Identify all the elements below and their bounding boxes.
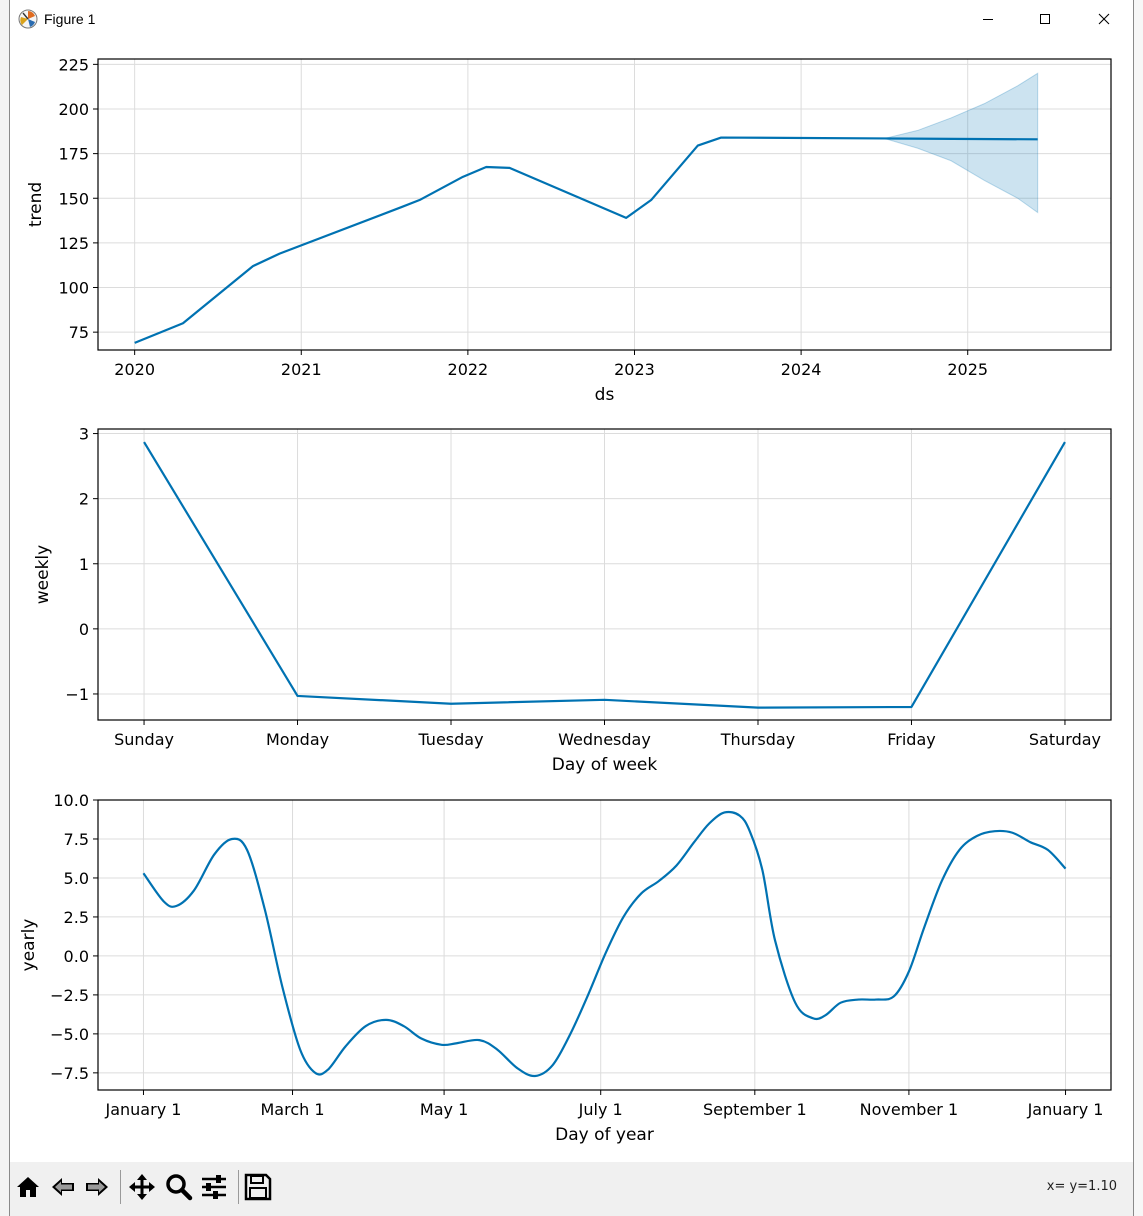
y-tick-label: 100: [58, 279, 89, 298]
maximize-icon: [1040, 14, 1050, 24]
y-tick-label: 150: [58, 189, 89, 208]
x-tick-label: July 1: [578, 1100, 623, 1119]
title-bar: Figure 1: [10, 0, 1133, 38]
x-tick-label: January 1: [1027, 1100, 1104, 1119]
x-tick-label: Wednesday: [558, 730, 651, 749]
window-title: Figure 1: [44, 11, 96, 27]
x-axis-label: ds: [595, 385, 615, 405]
figure-window: Figure 1 2020 2021 2022 2023 2024 2025 75 100 12…: [9, 0, 1134, 1216]
x-tick-label: Sunday: [114, 730, 174, 749]
y-axis-label: yearly: [19, 919, 39, 972]
y-tick-label: −1: [65, 685, 89, 704]
toolbar-separator: [120, 1170, 121, 1204]
x-tick-label: January 1: [105, 1100, 182, 1119]
y-tick-label: 10.0: [53, 791, 89, 810]
x-tick-label: 2020: [114, 360, 155, 379]
axes-frame: [97, 799, 1112, 1091]
y-tick-label: 175: [58, 145, 89, 164]
x-tick-label: May 1: [420, 1100, 468, 1119]
toolbar-separator: [238, 1170, 239, 1204]
uncertainty-band: [882, 72, 1039, 214]
y-tick-label: −7.5: [50, 1064, 89, 1083]
y-tick-label: 3: [79, 425, 89, 444]
configure-subplots-button[interactable]: [198, 1172, 230, 1202]
series-line-yearly: [142, 810, 1067, 1078]
save-icon: [244, 1173, 272, 1201]
configure-subplots-icon: [202, 1175, 226, 1199]
y-axis-label: trend: [26, 182, 46, 227]
y-tick-label: 2: [79, 490, 89, 509]
x-tick-label: November 1: [860, 1100, 959, 1119]
forward-icon: [86, 1178, 108, 1196]
x-tick-label: 2025: [947, 360, 988, 379]
save-button[interactable]: [242, 1172, 274, 1202]
series-line-trend: [134, 136, 1038, 344]
home-button[interactable]: [12, 1172, 44, 1202]
y-tick-label: −2.5: [50, 986, 89, 1005]
y-tick-label: 5.0: [64, 869, 89, 888]
y-tick-label: 0: [79, 620, 89, 639]
x-axis-label: Day of year: [555, 1125, 654, 1145]
x-tick-label: Monday: [266, 730, 329, 749]
y-tick-label: 225: [58, 55, 89, 74]
x-tick-label: March 1: [260, 1100, 324, 1119]
cursor-coordinates: x= y=1.10: [1046, 1179, 1117, 1194]
minimize-icon: [983, 19, 993, 20]
back-icon: [52, 1178, 74, 1196]
figure-canvas[interactable]: 2020 2021 2022 2023 2024 20257510012515017520…: [10, 38, 1133, 1162]
y-tick-label: 75: [69, 323, 89, 342]
zoom-button[interactable]: [163, 1172, 195, 1202]
forward-button[interactable]: [81, 1172, 113, 1202]
zoom-icon: [166, 1174, 193, 1201]
subplot-trend: [93, 58, 1112, 355]
series-line-weekly: [143, 441, 1066, 709]
back-button[interactable]: [47, 1172, 79, 1202]
x-tick-label: Saturday: [1029, 730, 1101, 749]
x-tick-label: 2023: [614, 360, 655, 379]
maximize-button[interactable]: [1022, 0, 1068, 38]
x-tick-label: 2022: [448, 360, 489, 379]
y-tick-label: 200: [58, 100, 89, 119]
y-tick-label: 0.0: [64, 947, 89, 966]
y-axis-label: weekly: [33, 545, 53, 604]
y-tick-label: 7.5: [64, 830, 89, 849]
axes-frame: [97, 58, 1112, 351]
close-button[interactable]: [1081, 0, 1127, 38]
subplot-weekly: [93, 428, 1112, 725]
x-tick-label: 2024: [781, 360, 822, 379]
y-tick-label: 2.5: [64, 908, 89, 927]
y-tick-label: −5.0: [50, 1025, 89, 1044]
navigation-toolbar: x= y=1.10: [10, 1162, 1133, 1216]
pan-button[interactable]: [126, 1172, 158, 1202]
x-tick-label: September 1: [703, 1100, 807, 1119]
x-tick-label: 2021: [281, 360, 322, 379]
x-axis-label: Day of week: [552, 755, 658, 775]
subplot-yearly: [93, 799, 1112, 1095]
x-tick-label: Friday: [887, 730, 936, 749]
x-tick-label: Thursday: [720, 730, 795, 749]
matplotlib-app-icon: [18, 9, 38, 29]
minimize-button[interactable]: [965, 0, 1011, 38]
pan-icon: [129, 1174, 155, 1200]
home-icon: [17, 1177, 39, 1197]
y-tick-label: 1: [79, 555, 89, 574]
background-window-right: [1134, 0, 1143, 1216]
x-tick-label: Tuesday: [417, 730, 483, 749]
y-tick-label: 125: [58, 234, 89, 253]
close-icon: [1098, 13, 1110, 25]
